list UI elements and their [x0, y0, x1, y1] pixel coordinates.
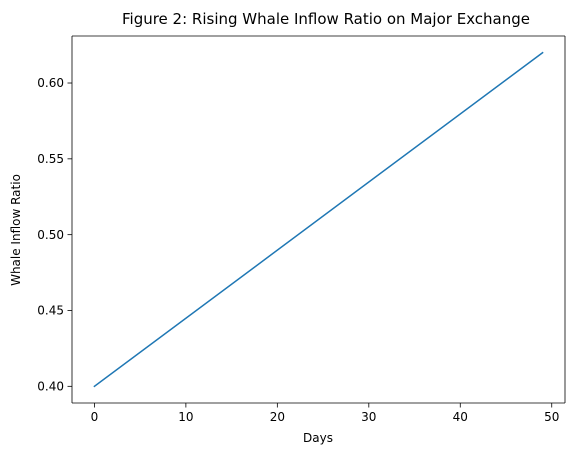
series-line-0: [93, 51, 544, 388]
x-tick-label-0: 0: [91, 410, 99, 424]
x-tick-label-3: 30: [361, 410, 376, 424]
y-tick-label-3: 0.55: [37, 152, 64, 166]
y-tick-label-0: 0.40: [37, 380, 64, 394]
y-tick-label-2: 0.50: [37, 228, 64, 242]
x-tick-label-2: 20: [270, 410, 285, 424]
x-tick-label-1: 10: [178, 410, 193, 424]
y-tick-label-4: 0.60: [37, 76, 64, 90]
plot-area: 0 10 20 30 40 50 0.40 0.45 0.50 0.55 0.60: [37, 35, 566, 424]
y-axis-label: Whale Inflow Ratio: [9, 174, 23, 286]
x-axis-label: Days: [303, 431, 333, 445]
x-tick-label-5: 50: [544, 410, 559, 424]
chart-title: Figure 2: Rising Whale Inflow Ratio on M…: [122, 10, 530, 28]
y-tick-label-1: 0.45: [37, 304, 64, 318]
x-tick-label-4: 40: [453, 410, 468, 424]
